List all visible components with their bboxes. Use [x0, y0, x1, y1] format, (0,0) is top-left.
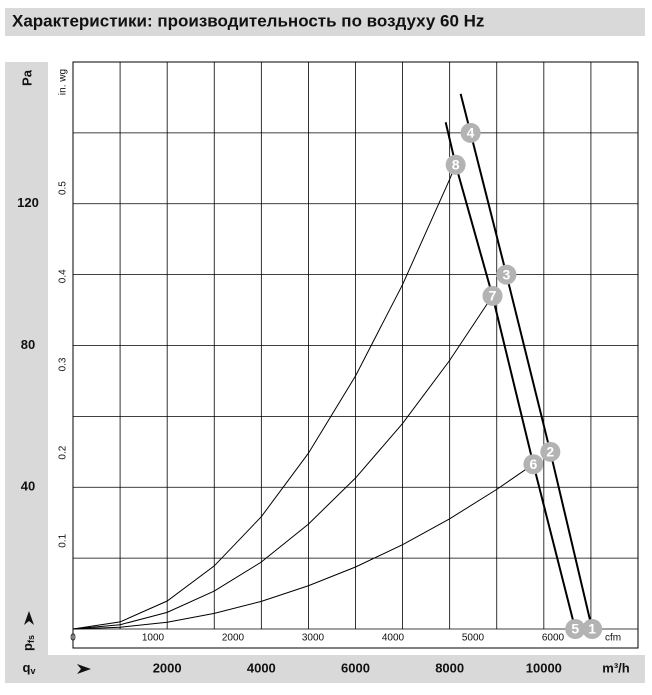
- y-band: [5, 62, 48, 683]
- point-label: 1: [588, 621, 596, 637]
- x-band: [5, 655, 645, 683]
- point-label: 7: [489, 288, 497, 304]
- y-label-main: p: [20, 643, 35, 651]
- y-arrow: [24, 611, 34, 625]
- point-label: 6: [529, 456, 537, 472]
- chart-title: Характеристики: производительность по во…: [12, 11, 484, 30]
- y-tick-label: 40: [21, 479, 35, 494]
- y2-tick-label: 0.1: [58, 533, 69, 547]
- x-unit: m³/h: [602, 660, 630, 675]
- point-label: 4: [467, 125, 475, 141]
- x2-unit: cfm: [605, 633, 621, 644]
- point-marker: [445, 154, 466, 175]
- x2-tick-label: 6000: [542, 633, 565, 644]
- point-label: 3: [503, 266, 511, 282]
- point-marker: [582, 619, 603, 639]
- point-label: 5: [571, 621, 579, 637]
- y2-tick-label: 0.3: [58, 357, 69, 371]
- x2-tick-label: 5000: [462, 633, 485, 644]
- x-tick-label: 8000: [435, 660, 464, 675]
- point-marker: [523, 454, 544, 475]
- x-label: qv: [23, 660, 36, 676]
- point-marker: [496, 264, 517, 285]
- y2-tick-label: 0.4: [58, 269, 69, 283]
- title-band: [5, 8, 645, 36]
- point-marker: [540, 441, 561, 462]
- x-tick-label: 4000: [247, 660, 276, 675]
- curve: [72, 463, 534, 630]
- curve: [72, 295, 493, 630]
- y-unit: Pa: [19, 69, 34, 86]
- y-tick-label: 120: [17, 195, 39, 210]
- x-label-sub: v: [30, 666, 35, 676]
- x2-tick-label: 3000: [302, 633, 325, 644]
- y-tick-label: 80: [21, 337, 35, 352]
- x2-tick-label: 2000: [222, 633, 245, 644]
- point-marker: [482, 285, 503, 306]
- x2-tick-label: 1000: [142, 633, 165, 644]
- point-label: 8: [452, 156, 460, 172]
- point-marker: [565, 619, 586, 639]
- x-tick-label: 10000: [526, 660, 562, 675]
- point-marker: [460, 122, 481, 143]
- x-tick-label: 2000: [153, 660, 182, 675]
- x-tick-label: 6000: [341, 660, 370, 675]
- y2-tick-label: 0.5: [58, 181, 69, 195]
- x2-tick-label: 0: [70, 633, 76, 644]
- x-label-main: q: [23, 660, 31, 675]
- curve: [72, 164, 457, 630]
- y-label-sub: fs: [26, 635, 36, 643]
- y2-tick-label: 0.2: [58, 445, 69, 459]
- point-label: 2: [546, 444, 554, 460]
- x2-tick-label: 4000: [382, 633, 405, 644]
- y-label: pfs: [20, 635, 36, 651]
- y2-unit: in. wg: [58, 69, 69, 95]
- x-arrow: [77, 664, 91, 674]
